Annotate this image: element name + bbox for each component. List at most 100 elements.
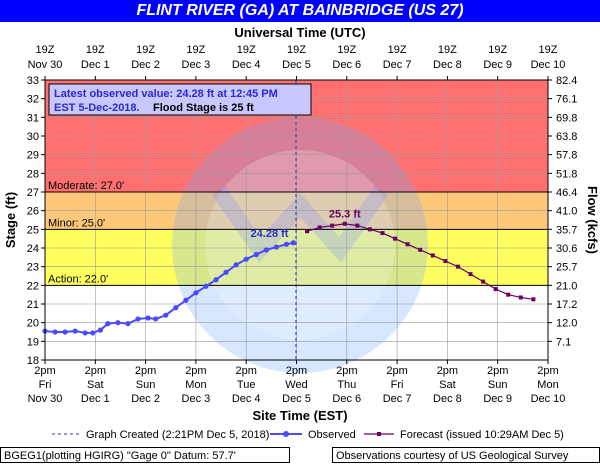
observed-point — [72, 328, 78, 334]
top-tick-label-date: Dec 1 — [81, 59, 110, 71]
bottom-tick-label-time: 2pm — [85, 365, 106, 377]
hydrograph-chart: Moderate: 27.0' Minor: 25.0' Action: 22.0'… — [3, 25, 600, 441]
top-tick-label-time: 19Z — [388, 44, 407, 56]
observed-point — [253, 251, 259, 258]
bottom-tick-label-date: Dec 8 — [433, 393, 462, 405]
observed-point — [263, 247, 269, 253]
flow-tick-label: 46.4 — [556, 187, 577, 199]
top-tick-label-date: Dec 5 — [282, 59, 311, 71]
bottom-tick-label-day: Sun — [488, 379, 508, 391]
top-tick-label-date: Dec 6 — [332, 59, 361, 71]
y-axis-title: Stage (ft) — [3, 192, 18, 248]
bottom-tick-label-date: Dec 6 — [332, 393, 361, 405]
axes: 18 19 20 21 22 23 24 25 26 27 28 29 30 31 32 33 7.1 12.0 1… — [3, 25, 600, 423]
observed-point — [243, 256, 249, 262]
top-tick-label-time: 19Z — [287, 44, 306, 56]
forecast-point — [455, 264, 460, 269]
bottom-tick-label-day: Sun — [136, 379, 156, 391]
forecast-point — [305, 229, 310, 234]
forecast-point — [405, 242, 410, 247]
observed-point — [213, 277, 219, 283]
y-tick-label: 33 — [27, 75, 39, 87]
top-tick-label-date: Nov 30 — [28, 59, 63, 71]
forecast-point — [342, 221, 347, 226]
observed-point — [173, 305, 179, 311]
forecast-point — [518, 295, 523, 300]
bottom-tick-label-date: Dec 10 — [531, 393, 566, 405]
y-tick-label: 26 — [27, 206, 39, 218]
observed-point — [97, 327, 103, 333]
top-tick-label-time: 19Z — [488, 44, 507, 56]
flow-tick-label: 82.4 — [556, 75, 577, 87]
observed-point — [203, 283, 209, 289]
bottom-tick-label-day: Fri — [391, 379, 404, 391]
top-tick-label-time: 19Z — [539, 44, 558, 56]
x-axis-title: Site Time (EST) — [252, 408, 347, 423]
bottom-tick-label-day: Sat — [87, 379, 104, 391]
observed-point — [223, 269, 229, 275]
legend-created-label: Graph Created (2:21PM Dec 5, 2018) — [86, 429, 269, 441]
y-tick-label: 31 — [27, 112, 39, 124]
observed-point — [290, 240, 297, 246]
y-tick-label: 18 — [27, 355, 39, 367]
forecast-point — [443, 259, 448, 264]
datum-info: BGEG1(plotting HGIRG) "Gage 0" Datum: 57… — [0, 447, 290, 463]
legend-forecast-marker — [377, 432, 381, 436]
y-tick-label: 20 — [27, 318, 39, 330]
bottom-tick-label-time: 2pm — [185, 365, 206, 377]
watermark-inner-disc — [205, 150, 395, 340]
bottom-tick-label-day: Thu — [337, 379, 356, 391]
observed-point — [273, 244, 279, 250]
observed-point — [90, 330, 96, 336]
flow-tick-label: 30.6 — [556, 243, 577, 255]
top-tick-label-date: Dec 9 — [483, 59, 512, 71]
chart-title: FLINT RIVER (GA) AT BAINBRIDGE (US 27) — [0, 0, 600, 22]
legend: Graph Created (2:21PM Dec 5, 2018) Observ… — [52, 429, 564, 441]
flow-tick-label: 17.2 — [556, 299, 577, 311]
observations-credit: Observations courtesy of US Geological S… — [332, 447, 600, 463]
bottom-tick-label-day: Wed — [285, 379, 307, 391]
top-axis-title: Universal Time (UTC) — [234, 25, 365, 40]
latest-value-text: Latest observed value: 24.28 ft at 12:45… — [54, 88, 278, 100]
footer: BGEG1(plotting HGIRG) "Gage 0" Datum: 57… — [0, 447, 600, 465]
observed-value-label: 24.28 ft — [251, 228, 289, 240]
y-tick-label: 21 — [27, 299, 39, 311]
observed-point — [115, 320, 121, 326]
flow-tick-label: 35.7 — [556, 224, 577, 236]
bottom-tick-label-day: Sat — [439, 379, 456, 391]
top-tick-label-date: Dec 8 — [433, 59, 462, 71]
bottom-tick-label-date: Dec 1 — [81, 393, 110, 405]
observed-point — [145, 315, 151, 321]
threshold-label-moderate: Moderate: 27.0' — [48, 180, 124, 192]
forecast-point — [468, 272, 473, 277]
observed-point — [153, 316, 159, 322]
bottom-tick-label-time: 2pm — [34, 365, 55, 377]
bottom-tick-label-time: 2pm — [386, 365, 407, 377]
flow-tick-label: 25.7 — [556, 262, 577, 274]
flow-tick-label: 57.8 — [556, 150, 577, 162]
y-axis-right-title: Flow (kcfs) — [585, 186, 600, 254]
flow-tick-label: 76.1 — [556, 94, 577, 106]
bottom-tick-label-time: 2pm — [437, 365, 458, 377]
top-tick-label-time: 19Z — [186, 44, 205, 56]
latest-value-box-bg — [48, 83, 312, 116]
y-tick-label: 29 — [27, 150, 39, 162]
top-tick-label-time: 19Z — [438, 44, 457, 56]
forecast-point — [317, 225, 322, 230]
y-tick-label: 22 — [27, 280, 39, 292]
top-tick-label-date: Dec 10 — [531, 59, 566, 71]
watermark-outer-ring — [172, 117, 428, 373]
flow-tick-label: 12.0 — [556, 318, 577, 330]
bottom-tick-label-time: 2pm — [537, 365, 558, 377]
flow-tick-label: 41.0 — [556, 206, 577, 218]
top-tick-label-date: Dec 7 — [383, 59, 412, 71]
observed-point — [233, 262, 239, 268]
flood-stage-text: Flood Stage is 25 ft — [153, 102, 254, 114]
observed-point — [283, 241, 290, 247]
top-tick-label-time: 19Z — [237, 44, 256, 56]
forecast-point — [330, 223, 335, 228]
bottom-tick-label-day: Fri — [39, 379, 52, 391]
bottom-tick-label-day: Mon — [185, 379, 206, 391]
legend-forecast-label: Forecast (issued 10:29AM Dec 5) — [400, 429, 564, 441]
bottom-tick-label-time: 2pm — [336, 365, 357, 377]
